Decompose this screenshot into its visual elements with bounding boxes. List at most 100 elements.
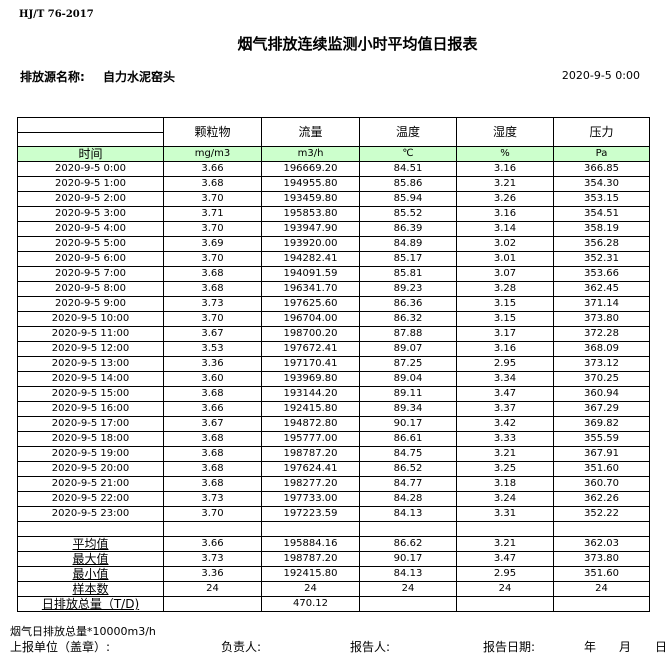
time-cell: 2020-9-5 16:00 [17,401,164,417]
value-cell: 194091.59 [261,266,360,282]
value-cell: 193144.20 [261,386,360,402]
time-cell: 2020-9-5 21:00 [17,476,164,492]
unit-cell: m3/h [261,146,360,162]
value-cell: 197170.41 [261,356,360,372]
value-cell: 367.29 [553,401,650,417]
column-header: 颗粒物 [163,117,262,147]
summary-label: 平均值 [17,536,164,552]
data-row: 2020-9-5 19:00 3.68 198787.20 84.75 3.21 367.… [17,446,650,462]
value-cell: 3.66 [163,401,262,417]
time-cell: 2020-9-5 15:00 [17,386,164,402]
value-cell: 3.68 [163,266,262,282]
value-cell: 198787.20 [261,551,360,567]
report-date-label: 报告日期: [483,640,536,654]
value-cell: 24 [163,581,262,597]
data-row: 2020-9-5 20:00 3.68 197624.41 86.52 3.25 351.… [17,461,650,477]
value-cell: 89.23 [359,281,457,297]
value-cell: 3.02 [456,236,554,252]
value-cell: 3.73 [163,296,262,312]
value-cell: 89.34 [359,401,457,417]
value-cell [359,521,457,537]
data-row: 2020-9-5 23:00 3.70 197223.59 84.13 3.31 352.… [17,506,650,522]
value-cell: 3.70 [163,191,262,207]
data-row: 2020-9-5 0:00 3.66 196669.20 84.51 3.16 366.8… [17,161,650,177]
summary-row: 样本数 24 24 24 24 24 [17,581,650,597]
value-cell: 3.15 [456,311,554,327]
summary-row: 平均值 3.66 195884.16 86.62 3.21 362.03 [17,536,650,552]
data-row: 2020-9-5 13:00 3.36 197170.41 87.25 2.95 373.… [17,356,650,372]
reporting-unit-label: 上报单位（盖章）: [10,640,111,654]
data-row: 2020-9-5 5:00 3.69 193920.00 84.89 3.02 356.2… [17,236,650,252]
value-cell: 2.95 [456,356,554,372]
value-cell: 86.39 [359,221,457,237]
value-cell: 3.68 [163,386,262,402]
day-label: 日 [655,640,668,654]
value-cell: 84.75 [359,446,457,462]
column-header: 温度 [359,117,457,147]
value-cell: 3.66 [163,161,262,177]
value-cell: 370.25 [553,371,650,387]
value-cell: 198277.20 [261,476,360,492]
value-cell: 85.52 [359,206,457,222]
summary-label: 日排放总量（T/D) [17,596,164,612]
value-cell: 3.68 [163,476,262,492]
time-cell: 2020-9-5 6:00 [17,251,164,267]
footer-note: 烟气日排放总量*10000m3/h [10,625,156,638]
value-cell: 198700.20 [261,326,360,342]
value-cell: 3.16 [456,341,554,357]
value-cell: 193920.00 [261,236,360,252]
value-cell: 351.60 [553,461,650,477]
value-cell: 195884.16 [261,536,360,552]
value-cell: 3.68 [163,176,262,192]
data-row: 2020-9-5 15:00 3.68 193144.20 89.11 3.47 360.… [17,386,650,402]
value-cell: 358.19 [553,221,650,237]
value-cell: 3.18 [456,476,554,492]
value-cell: 85.86 [359,176,457,192]
data-row: 2020-9-5 16:00 3.66 192415.80 89.34 3.37 367.… [17,401,650,417]
header-corner [17,117,164,147]
responsible-label: 负责人: [221,640,262,654]
value-cell: 193459.80 [261,191,360,207]
time-cell: 2020-9-5 23:00 [17,506,164,522]
value-cell: 3.71 [163,206,262,222]
value-cell: 84.13 [359,506,457,522]
unit-cell: % [456,146,554,162]
value-cell: 3.26 [456,191,554,207]
data-row: 2020-9-5 22:00 3.73 197733.00 84.28 3.24 362.… [17,491,650,507]
value-cell: 3.60 [163,371,262,387]
value-cell: 373.80 [553,311,650,327]
value-cell: 352.22 [553,506,650,522]
unit-cell: Pa [553,146,650,162]
value-cell: 3.01 [456,251,554,267]
data-row: 2020-9-5 21:00 3.68 198277.20 84.77 3.18 360.… [17,476,650,492]
value-cell: 3.16 [456,161,554,177]
value-cell: 3.15 [456,296,554,312]
value-cell: 362.03 [553,536,650,552]
source-value: 自力水泥窑头 [103,70,176,84]
value-cell: 193947.90 [261,221,360,237]
value-cell: 3.16 [456,206,554,222]
summary-label: 最小值 [17,566,164,582]
data-row: 2020-9-5 17:00 3.67 194872.80 90.17 3.42 369.… [17,416,650,432]
column-header: 流量 [261,117,360,147]
value-cell: 86.36 [359,296,457,312]
time-cell: 2020-9-5 2:00 [17,191,164,207]
value-cell: 372.28 [553,326,650,342]
time-cell: 2020-9-5 22:00 [17,491,164,507]
time-cell: 2020-9-5 3:00 [17,206,164,222]
value-cell: 3.68 [163,281,262,297]
time-cell: 2020-9-5 8:00 [17,281,164,297]
value-cell: 371.14 [553,296,650,312]
value-cell: 84.28 [359,491,457,507]
value-cell: 360.70 [553,476,650,492]
data-row: 2020-9-5 8:00 3.68 196341.70 89.23 3.28 362.4… [17,281,650,297]
time-cell: 2020-9-5 14:00 [17,371,164,387]
data-row: 2020-9-5 7:00 3.68 194091.59 85.81 3.07 353.6… [17,266,650,282]
value-cell: 3.24 [456,491,554,507]
time-cell: 2020-9-5 4:00 [17,221,164,237]
time-cell: 2020-9-5 10:00 [17,311,164,327]
value-cell: 3.34 [456,371,554,387]
time-cell: 2020-9-5 1:00 [17,176,164,192]
time-cell: 2020-9-5 0:00 [17,161,164,177]
value-cell: 3.70 [163,311,262,327]
